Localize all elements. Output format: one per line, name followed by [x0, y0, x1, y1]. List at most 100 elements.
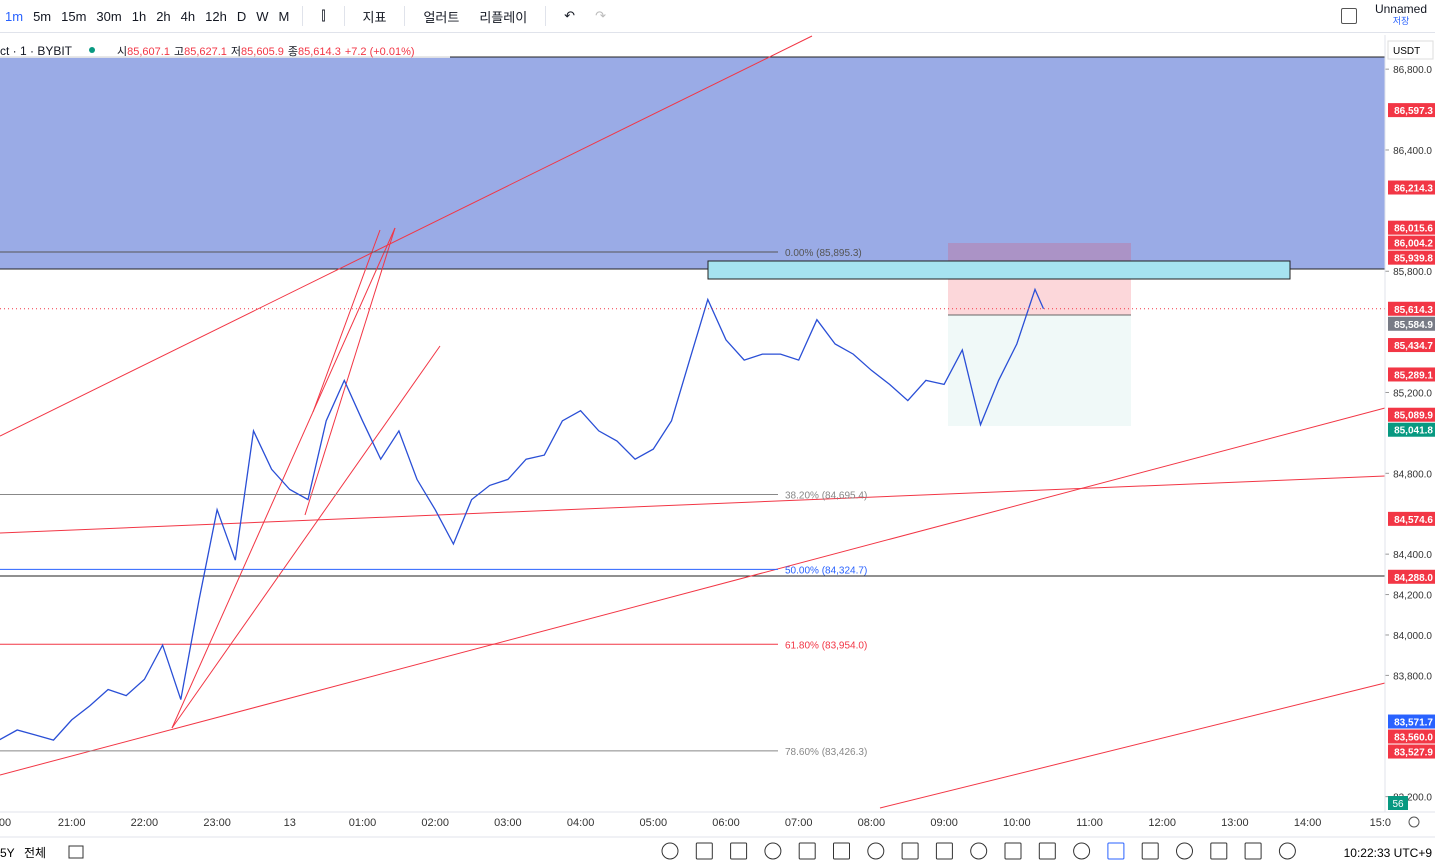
price-label: 84,288.0 — [1394, 573, 1433, 584]
x-tick-label: 07:00 — [785, 817, 813, 829]
x-tick-label: 14:00 — [1294, 817, 1322, 829]
price-label-bg — [1388, 511, 1435, 526]
price-label: 85,584.9 — [1394, 320, 1433, 331]
price-label-bg — [1388, 422, 1435, 437]
y-tick-label: 83,800.0 — [1393, 671, 1432, 682]
drawing-tool-icon — [867, 842, 885, 860]
clock: 10:22:33 UTC+9 — [1344, 846, 1433, 860]
fib-label: 38.20% (84,695.4) — [785, 490, 867, 501]
price-label: 83,571.7 — [1394, 718, 1433, 729]
layout-name[interactable]: Unnamed 저장 — [1375, 3, 1427, 27]
drawing-tool-icon — [1004, 842, 1022, 860]
price-label: 85,289.1 — [1394, 370, 1433, 381]
interval-button[interactable]: 4h — [180, 8, 196, 24]
price-label: 86,004.2 — [1394, 239, 1433, 250]
fib-label: 50.00% (84,324.7) — [785, 565, 867, 576]
chart: 86,800.0 86,400.0 85,800.0 85,200.0 84,800.0… — [0, 35, 1435, 860]
box — [707, 260, 1291, 280]
drawing-tool-icon — [901, 842, 919, 860]
trend-line — [879, 682, 1386, 809]
interval-button[interactable]: W — [256, 8, 269, 24]
legend-high-label: 고 — [174, 46, 184, 58]
y-tick-label: 84,000.0 — [1393, 631, 1432, 642]
interval-button[interactable]: 30m — [96, 8, 122, 24]
redo-button[interactable]: ↷ — [595, 8, 606, 23]
interval-button[interactable]: D — [236, 8, 247, 24]
interval-button[interactable]: 1h — [131, 8, 147, 24]
x-tick-label: 02:00 — [421, 817, 449, 829]
alert-button[interactable]: 얼러트 — [423, 9, 460, 25]
price-label: 86,214.3 — [1394, 184, 1433, 195]
price-label-bg — [1388, 220, 1435, 235]
undo-button[interactable]: ↶ — [564, 8, 576, 23]
drawing-tool-icon — [935, 842, 953, 860]
drawing-tool-icon — [1141, 842, 1159, 860]
interval-button[interactable]: 15m — [61, 8, 87, 24]
y-tick-label: 84,200.0 — [1393, 591, 1432, 602]
drawing-tool-icon — [1176, 842, 1193, 860]
indicators-button[interactable]: 지표 — [362, 9, 387, 25]
legend-symbol: ct · 1 · BYBIT — [0, 44, 73, 58]
price-line — [0, 287, 1045, 741]
x-tick-label: 21:00 — [58, 817, 86, 829]
interval-button[interactable]: 2h — [156, 8, 171, 24]
price-label: 85,939.8 — [1394, 254, 1433, 265]
drawing-tool-icon — [1107, 842, 1125, 860]
settings-icon — [1408, 816, 1420, 828]
x-tick-label: 00 — [0, 817, 11, 829]
price-label: 85,089.9 — [1394, 411, 1433, 422]
price-label: 85,614.3 — [1394, 305, 1433, 316]
trend-line — [304, 227, 396, 516]
price-label: 85,041.8 — [1394, 426, 1433, 437]
price-label-bg — [1388, 316, 1435, 331]
price-label-bg — [1388, 103, 1435, 118]
price-label-bg — [1388, 235, 1435, 250]
x-tick-label: 13 — [284, 817, 296, 829]
layout-title: Unnamed — [1374, 2, 1427, 16]
x-tick-label: 09:00 — [930, 817, 958, 829]
price-label: 83,560.0 — [1394, 733, 1433, 744]
price-label-bg — [1388, 407, 1435, 422]
separator — [404, 6, 406, 26]
interval-button[interactable]: 5m — [33, 8, 52, 24]
drawing-tool-icon — [764, 842, 782, 860]
y-tick-label: 85,200.0 — [1393, 388, 1432, 399]
trend-line — [0, 35, 813, 437]
drawing-tool-icon — [1278, 842, 1296, 860]
trend-line — [312, 229, 381, 413]
currency: USDT — [1393, 46, 1420, 57]
legend-open: 85,607.1 — [127, 46, 170, 58]
interval-button[interactable]: M — [278, 8, 290, 24]
replay-button[interactable]: 리플레이 — [479, 9, 528, 25]
price-label-bg — [1388, 569, 1435, 584]
x-tick-label: 03:00 — [494, 817, 522, 829]
legend-low: 85,605.9 — [241, 46, 284, 58]
legend-bg — [0, 40, 450, 58]
status-dot — [89, 47, 96, 53]
y-tick-label: 86,800.0 — [1393, 65, 1432, 76]
volume-label: 56 — [1392, 799, 1404, 810]
legend-close-label: 종 — [288, 46, 298, 58]
price-label-bg — [1388, 338, 1435, 353]
legend-close: 85,614.3 — [298, 46, 341, 58]
price-label-bg — [1388, 729, 1435, 744]
zone — [0, 57, 1385, 269]
x-tick-label: 23:00 — [203, 817, 231, 829]
price-label: 83,527.9 — [1394, 748, 1433, 759]
price-label: 86,597.3 — [1394, 106, 1433, 117]
price-label-bg — [1388, 250, 1435, 265]
volume-label-bg — [1388, 796, 1408, 810]
interval-button[interactable]: 12h — [205, 8, 227, 24]
fib-label: 0.00% (85,895.3) — [785, 248, 862, 259]
legend-high: 85,627.1 — [184, 46, 227, 58]
drawing-tool-icon — [1244, 842, 1262, 860]
x-tick-label: 05:00 — [640, 817, 668, 829]
currency-bg — [1387, 40, 1434, 60]
trend-line — [0, 475, 1386, 534]
x-tick-label: 11:00 — [1076, 817, 1103, 829]
checkbox[interactable] — [1341, 8, 1357, 24]
trend-line — [171, 345, 441, 729]
interval-button[interactable]: 1m — [5, 8, 24, 24]
price-label: 86,015.6 — [1394, 224, 1433, 235]
chart-type-button[interactable]: ⫿ — [321, 8, 326, 23]
